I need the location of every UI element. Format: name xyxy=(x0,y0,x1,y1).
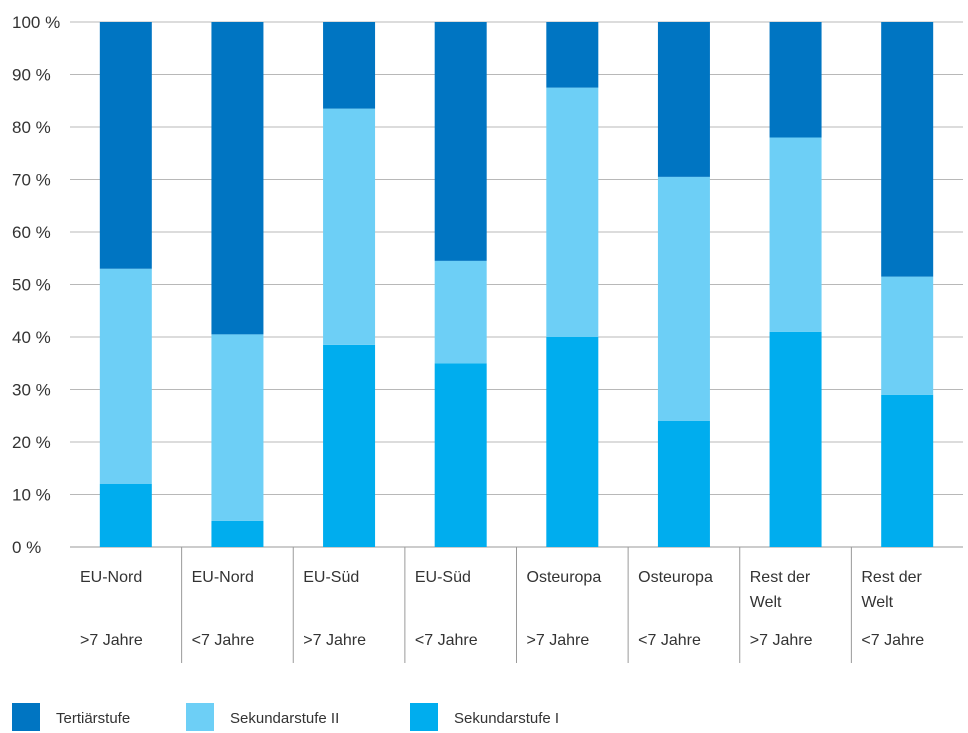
bars xyxy=(99,22,934,547)
y-tick-label: 100 % xyxy=(12,13,60,32)
category-group-label: <7 Jahre xyxy=(638,632,701,649)
category-group-label: >7 Jahre xyxy=(750,632,813,649)
y-tick-label: 60 % xyxy=(12,223,51,242)
category-group-label: <7 Jahre xyxy=(192,632,255,649)
legend-label: Sekundarstufe II xyxy=(230,710,339,727)
bar-segment xyxy=(881,22,934,277)
category-group-label: >7 Jahre xyxy=(80,632,143,649)
bar-segment xyxy=(434,363,487,547)
category-region-label: EU-Nord xyxy=(192,569,254,586)
category-region-label: Osteuropa xyxy=(527,569,602,586)
bar-segment xyxy=(323,344,376,547)
legend: Tertiärstufe Sekundarstufe II Sekundarstuf… xyxy=(12,703,559,731)
bar-segment xyxy=(323,22,376,109)
category-region-label: Welt xyxy=(750,594,782,611)
bar-segment xyxy=(211,520,264,547)
legend-label: Sekundarstufe I xyxy=(454,710,559,727)
bar-segment xyxy=(769,22,822,138)
legend-swatch xyxy=(12,703,40,731)
bar-segment xyxy=(434,22,487,261)
y-tick-label: 90 % xyxy=(12,66,51,85)
category-region-label: Rest der xyxy=(861,569,922,586)
y-tick-label: 50 % xyxy=(12,276,51,295)
bar-segment xyxy=(211,22,264,335)
bar-segment xyxy=(99,484,152,547)
bar-segment xyxy=(546,87,599,337)
category-region-label: EU-Süd xyxy=(415,569,471,586)
y-tick-label: 10 % xyxy=(12,486,51,505)
category-region-label: Osteuropa xyxy=(638,569,713,586)
bar-segment xyxy=(211,334,264,521)
legend-swatch xyxy=(186,703,214,731)
x-axis: EU-Nord >7 Jahre EU-Nord <7 Jahre EU-Süd >7 J… xyxy=(80,547,924,663)
category-group-label: >7 Jahre xyxy=(303,632,366,649)
bar-segment xyxy=(546,337,599,547)
bar-segment xyxy=(769,137,822,332)
category-group-label: <7 Jahre xyxy=(861,632,924,649)
bar-segment xyxy=(769,331,822,547)
bar-segment xyxy=(323,108,376,345)
y-tick-label: 70 % xyxy=(12,171,51,190)
y-tick-label: 0 % xyxy=(12,538,41,557)
category-region-label: Rest der xyxy=(750,569,811,586)
legend-label: Tertiärstufe xyxy=(56,710,130,727)
legend-swatch xyxy=(410,703,438,731)
bar-segment xyxy=(881,394,934,547)
bar-segment xyxy=(657,22,710,177)
gridlines xyxy=(70,21,963,548)
category-region-label: Welt xyxy=(861,594,893,611)
y-tick-label: 20 % xyxy=(12,433,51,452)
bar-segment xyxy=(657,421,710,547)
bar-segment xyxy=(99,22,152,269)
bar-segment xyxy=(434,260,487,364)
y-axis-ticks: 0 % 10 % 20 % 30 % 40 % 50 % 60 % 70 % 80 % 90 % 1… xyxy=(12,13,60,557)
bar-segment xyxy=(657,176,710,421)
bar-segment xyxy=(99,268,152,484)
category-group-label: <7 Jahre xyxy=(415,632,478,649)
category-group-label: >7 Jahre xyxy=(527,632,590,649)
y-tick-label: 30 % xyxy=(12,381,51,400)
y-tick-label: 40 % xyxy=(12,328,51,347)
bar-segment xyxy=(546,22,599,88)
category-region-label: EU-Nord xyxy=(80,569,142,586)
bar-segment xyxy=(881,276,934,395)
category-region-label: EU-Süd xyxy=(303,569,359,586)
y-tick-label: 80 % xyxy=(12,118,51,137)
